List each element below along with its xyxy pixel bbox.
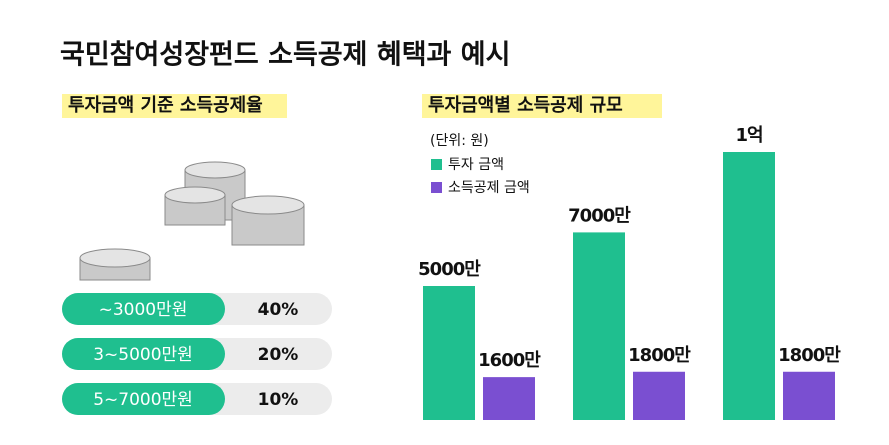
bar bbox=[423, 286, 475, 420]
chart-title: 투자금액별 소득공제 규모 bbox=[428, 95, 623, 116]
rate-label: 10% bbox=[258, 390, 299, 410]
unit-note: (단위: 원) bbox=[430, 133, 489, 149]
legend-swatch bbox=[431, 159, 442, 170]
coins bbox=[79, 161, 305, 281]
range-pill bbox=[62, 338, 225, 370]
legend-label: 소득공제 금액 bbox=[448, 180, 530, 196]
value-label: 1800만 bbox=[778, 345, 841, 366]
bar bbox=[483, 377, 535, 420]
value-label: 1600만 bbox=[478, 350, 541, 371]
bar bbox=[633, 371, 685, 420]
bar bbox=[723, 152, 775, 420]
legend-swatch bbox=[431, 182, 442, 193]
rate-label: 20% bbox=[258, 345, 299, 365]
bar bbox=[783, 371, 835, 420]
legend-label: 투자 금액 bbox=[448, 157, 504, 173]
range-pill bbox=[62, 293, 225, 325]
range-label: ~3000만원 bbox=[99, 300, 188, 320]
value-label: 5000만 bbox=[418, 259, 481, 280]
range-pill bbox=[62, 383, 225, 415]
highlight bbox=[422, 94, 662, 118]
title: 국민참여성장펀드 소득공제 혜택과 예시 bbox=[60, 40, 510, 71]
rate-label: 40% bbox=[258, 300, 299, 320]
range-label: 3~5000만원 bbox=[93, 345, 193, 365]
bar bbox=[573, 232, 625, 420]
value-label: 1억 bbox=[735, 125, 762, 146]
range-label: 5~7000만원 bbox=[93, 390, 193, 410]
value-label: 7000만 bbox=[568, 205, 631, 226]
table-title: 투자금액 기준 소득공제율 bbox=[68, 95, 263, 116]
highlight bbox=[62, 94, 287, 118]
value-label: 1800만 bbox=[628, 345, 691, 366]
